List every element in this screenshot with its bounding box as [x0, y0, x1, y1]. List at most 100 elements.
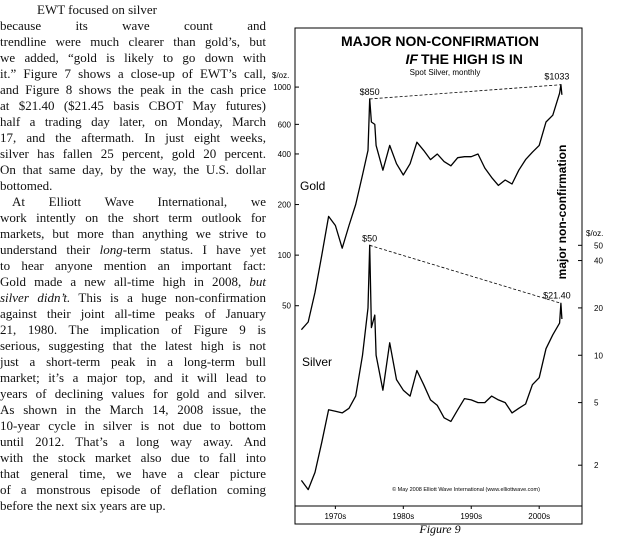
text-run: we added, “gold is likely to go down wit… — [0, 50, 266, 65]
x-tick-label: 1990s — [460, 512, 482, 521]
text-run: it.” Figure 7 shows a close-up of EWT’s … — [0, 66, 266, 81]
side-label: major non-confirmation — [555, 145, 569, 280]
text-line: As shown in the March 14, 2008 issue, th… — [0, 402, 266, 418]
text-run: and Figure 8 shows the peak in the cash … — [0, 82, 266, 97]
y2-tick-label: 40 — [594, 257, 603, 266]
figure-frame — [294, 27, 583, 525]
chart-title: MAJOR NON-CONFIRMATION — [341, 33, 539, 49]
text-run: before the next six years are up. — [0, 498, 166, 513]
text-line: half a trading day later, on Monday, Mar… — [0, 114, 266, 130]
text-run: Gold made a new all-time high in 2008, — [0, 274, 250, 289]
text-run: long — [99, 242, 123, 257]
text-line: At Elliott Wave International, we — [0, 194, 266, 210]
chart-subtitle-emphasis: IF — [406, 51, 419, 67]
peak-label: $1033 — [544, 72, 569, 82]
y-tick-label: 600 — [278, 120, 292, 129]
text-line: until 2012. That’s a long way away. And — [0, 434, 266, 450]
text-run: This is a huge non-confirmation — [70, 290, 267, 305]
y-axis-label: $/oz. — [272, 71, 289, 80]
chart-subtitle: THE HIGH IS IN — [421, 51, 523, 67]
text-line: Gold made a new all-time high in 2008, b… — [0, 274, 266, 290]
y-tick-label: 50 — [282, 302, 291, 311]
text-run: until 2012. That’s a long way away. And — [0, 434, 266, 449]
text-run: that general time, we have a clear pictu… — [0, 466, 266, 481]
text-run: but — [249, 274, 266, 289]
figure-caption: Figure 9 — [418, 522, 460, 536]
body-text: EWT focused on silver because its wave co… — [0, 2, 266, 514]
text-line: because its wave count and — [0, 18, 266, 34]
y2-tick-label: 5 — [594, 399, 599, 408]
text-run: On that same day, by the way, the U.S. d… — [0, 162, 266, 177]
text-run: markets, but more than anything we striv… — [0, 226, 266, 241]
text-line: silver didn’t. This is a huge non-confir… — [0, 290, 266, 306]
text-line: with the stock market also due to fall i… — [0, 450, 266, 466]
text-run: half a trading day later, on Monday, Mar… — [0, 114, 266, 129]
series-label: Silver — [302, 355, 332, 369]
y-tick-label: 200 — [278, 201, 292, 210]
y2-tick-label: 20 — [594, 304, 603, 313]
text-run: 17, and the aftermath. In just eight wee… — [0, 130, 266, 145]
text-line: and Figure 8 shows the peak in the cash … — [0, 82, 266, 98]
y-tick-label: 100 — [278, 251, 292, 260]
y2-tick-label: 10 — [594, 351, 603, 360]
text-run: to hear anyone mention an important fact… — [0, 258, 266, 273]
text-run: market; it’s a major top, and it will le… — [0, 370, 266, 385]
chart-note: Spot Silver, monthly — [410, 68, 481, 77]
text-run: -term status. I have yet — [122, 242, 266, 257]
text-line: at $21.40 ($21.45 basis CBOT May futures… — [0, 98, 266, 114]
peak-label: $850 — [360, 87, 380, 97]
text-line: trendline were much clearer than gold’s,… — [0, 34, 266, 50]
credit: © May 2008 Elliott Wave International (w… — [392, 486, 540, 493]
text-line: markets, but more than anything we striv… — [0, 226, 266, 242]
text-line: years of declining values for gold and s… — [0, 386, 266, 402]
text-run: silver has fallen 25 percent, gold 20 pe… — [0, 146, 266, 161]
non-confirmation-line — [369, 244, 562, 304]
text-line: work intently on the short term outlook … — [0, 210, 266, 226]
peak-label: $50 — [362, 233, 377, 243]
text-run: 21, 1980. The implication of Figure 9 is — [0, 322, 266, 337]
text-line: against their joint all-time peaks of Ja… — [0, 306, 266, 322]
text-run: with the stock market also due to fall i… — [0, 450, 266, 465]
y-tick-label: 1000 — [273, 83, 291, 92]
text-line: understand their long-term status. I hav… — [0, 242, 266, 258]
text-run: 10-year cycle in silver is not due to bo… — [0, 418, 266, 433]
x-tick-label: 1980s — [392, 512, 414, 521]
text-run: at $21.40 ($21.45 basis CBOT May futures… — [0, 98, 266, 113]
series-line — [300, 244, 563, 491]
text-line: 21, 1980. The implication of Figure 9 is — [0, 322, 266, 338]
peak-label: $21.40 — [543, 290, 571, 300]
y2-axis-label: $/oz. — [586, 229, 603, 238]
y2-tick-label: 2 — [594, 461, 599, 470]
series-line — [300, 84, 563, 331]
text-run: EWT focused on silver — [37, 2, 157, 17]
x-tick-label: 2000s — [528, 512, 550, 521]
text-line: to hear anyone mention an important fact… — [0, 258, 266, 274]
text-run: work intently on the short term outlook … — [0, 210, 266, 225]
text-line: it.” Figure 7 shows a close-up of EWT’s … — [0, 66, 266, 82]
text-line: 10-year cycle in silver is not due to bo… — [0, 418, 266, 434]
text-line: EWT focused on silver — [0, 2, 266, 18]
text-run: serious, suggesting that the latest high… — [0, 338, 266, 353]
series-label: Gold — [300, 179, 325, 193]
text-run: against their joint all-time peaks of Ja… — [0, 306, 266, 321]
text-line: market; it’s a major top, and it will le… — [0, 370, 266, 386]
y2-tick-label: 50 — [594, 241, 603, 250]
text-line: bottomed. — [0, 178, 266, 194]
y-tick-label: 400 — [278, 150, 292, 159]
text-line: On that same day, by the way, the U.S. d… — [0, 162, 266, 178]
text-run: silver didn’t. — [0, 290, 71, 305]
text-line: we added, “gold is likely to go down wit… — [0, 50, 266, 66]
text-run: understand their — [0, 242, 100, 257]
text-run: of a monstrous episode of deflation comi… — [0, 482, 266, 497]
text-run: because its wave count and — [0, 18, 266, 33]
non-confirmation-line — [369, 84, 561, 100]
text-run: trendline were much clearer than gold’s,… — [0, 34, 266, 49]
text-run: years of declining values for gold and s… — [0, 386, 266, 401]
text-run: just a short-term peak in a long-term bu… — [0, 354, 266, 369]
x-tick-label: 1970s — [324, 512, 346, 521]
text-run: At Elliott Wave International, we — [12, 194, 266, 209]
text-line: just a short-term peak in a long-term bu… — [0, 354, 266, 370]
text-line: before the next six years are up. — [0, 498, 266, 514]
